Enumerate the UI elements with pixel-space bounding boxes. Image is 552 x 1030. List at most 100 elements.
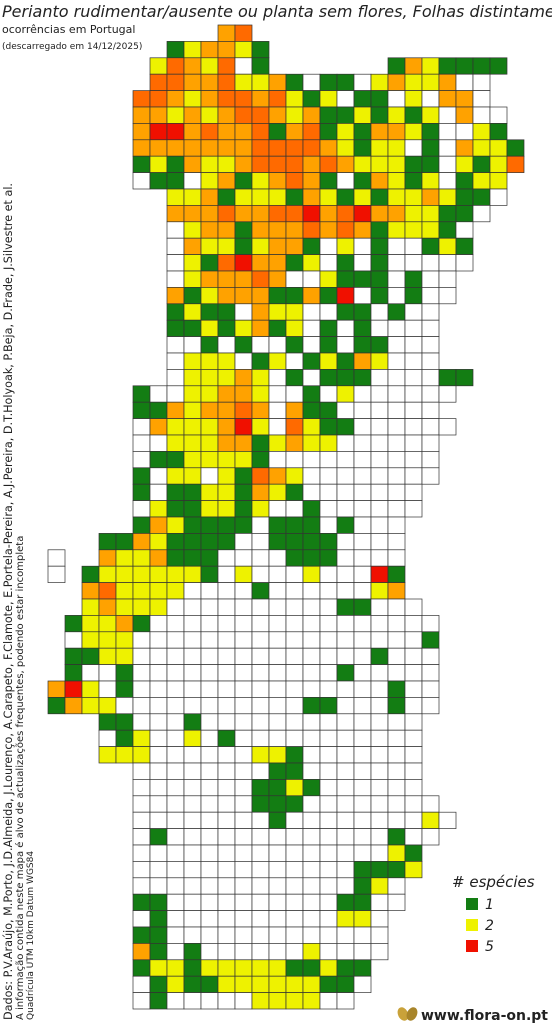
grid-cell xyxy=(234,418,253,436)
grid-cell xyxy=(217,943,236,961)
grid-cell xyxy=(404,680,423,698)
grid-cell xyxy=(217,106,236,124)
grid-cell xyxy=(217,385,236,403)
grid-cell xyxy=(353,779,372,797)
grid-cell xyxy=(302,926,321,944)
grid-cell xyxy=(387,483,406,501)
grid-cell xyxy=(200,188,219,206)
grid-cell xyxy=(387,237,406,255)
grid-cell xyxy=(149,943,168,961)
grid-cell xyxy=(251,451,270,469)
grid-cell xyxy=(404,369,423,387)
grid-cell xyxy=(132,844,151,862)
grid-cell xyxy=(132,516,151,534)
grid-cell xyxy=(336,893,355,911)
site-link[interactable]: www.flora-on.pt xyxy=(421,1008,548,1024)
grid-cell xyxy=(217,155,236,173)
grid-cell xyxy=(251,434,270,452)
grid-cell xyxy=(268,959,287,977)
grid-cell xyxy=(234,664,253,682)
grid-cell xyxy=(319,188,338,206)
grid-cell xyxy=(268,369,287,387)
grid-cell xyxy=(268,992,287,1010)
grid-cell xyxy=(217,483,236,501)
grid-cell xyxy=(64,647,83,665)
grid-cell xyxy=(200,516,219,534)
grid-cell xyxy=(285,647,304,665)
grid-cell xyxy=(302,910,321,928)
grid-cell xyxy=(421,631,440,649)
grid-cell xyxy=(268,729,287,747)
grid-cell xyxy=(285,664,304,682)
grid-cell xyxy=(370,516,389,534)
grid-cell xyxy=(404,762,423,780)
grid-cell xyxy=(336,926,355,944)
grid-cell xyxy=(115,631,134,649)
grid-cell xyxy=(268,172,287,190)
grid-cell xyxy=(302,254,321,272)
grid-cell xyxy=(302,861,321,879)
grid-cell xyxy=(234,893,253,911)
grid-cell xyxy=(217,516,236,534)
grid-cell xyxy=(200,549,219,567)
grid-cell xyxy=(268,828,287,846)
grid-cell xyxy=(234,352,253,370)
grid-cell xyxy=(353,729,372,747)
grid-cell xyxy=(404,615,423,633)
grid-cell xyxy=(149,844,168,862)
grid-cell xyxy=(268,434,287,452)
grid-cell xyxy=(268,910,287,928)
grid-cell xyxy=(200,237,219,255)
grid-cell xyxy=(268,73,287,91)
grid-cell xyxy=(98,746,117,764)
grid-cell xyxy=(285,746,304,764)
grid-cell xyxy=(302,90,321,108)
grid-cell xyxy=(217,713,236,731)
grid-cell xyxy=(64,680,83,698)
grid-cell xyxy=(387,172,406,190)
grid-cell xyxy=(336,155,355,173)
grid-cell xyxy=(217,500,236,518)
grid-cell xyxy=(217,123,236,141)
grid-cell xyxy=(421,369,440,387)
grid-cell xyxy=(115,549,134,567)
grid-cell xyxy=(98,680,117,698)
grid-cell xyxy=(302,451,321,469)
grid-cell xyxy=(370,500,389,518)
grid-cell xyxy=(200,205,219,223)
grid-cell xyxy=(200,139,219,157)
grid-cell xyxy=(285,762,304,780)
grid-cell xyxy=(370,861,389,879)
grid-cell xyxy=(387,418,406,436)
grid-cell xyxy=(370,779,389,797)
grid-cell xyxy=(302,762,321,780)
grid-cell xyxy=(302,385,321,403)
grid-cell xyxy=(81,697,100,715)
grid-cell xyxy=(387,139,406,157)
grid-cell xyxy=(268,943,287,961)
grid-cell xyxy=(166,631,185,649)
grid-cell xyxy=(336,237,355,255)
grid-cell xyxy=(268,664,287,682)
grid-cell xyxy=(353,533,372,551)
grid-cell xyxy=(336,762,355,780)
grid-cell xyxy=(234,549,253,567)
grid-cell xyxy=(200,287,219,305)
grid-cell xyxy=(166,926,185,944)
grid-cell xyxy=(319,779,338,797)
grid-cell xyxy=(285,844,304,862)
grid-cell xyxy=(183,861,202,879)
grid-cell xyxy=(217,254,236,272)
grid-cell xyxy=(387,549,406,567)
subtitle: ocorrências em Portugal xyxy=(2,23,135,36)
grid-cell xyxy=(234,647,253,665)
grid-cell xyxy=(404,664,423,682)
grid-cell xyxy=(285,516,304,534)
grid-cell xyxy=(319,598,338,616)
grid-cell xyxy=(302,106,321,124)
grid-cell xyxy=(268,893,287,911)
grid-cell xyxy=(353,664,372,682)
grid-cell xyxy=(319,975,338,993)
grid-cell xyxy=(387,319,406,337)
grid-cell xyxy=(251,73,270,91)
